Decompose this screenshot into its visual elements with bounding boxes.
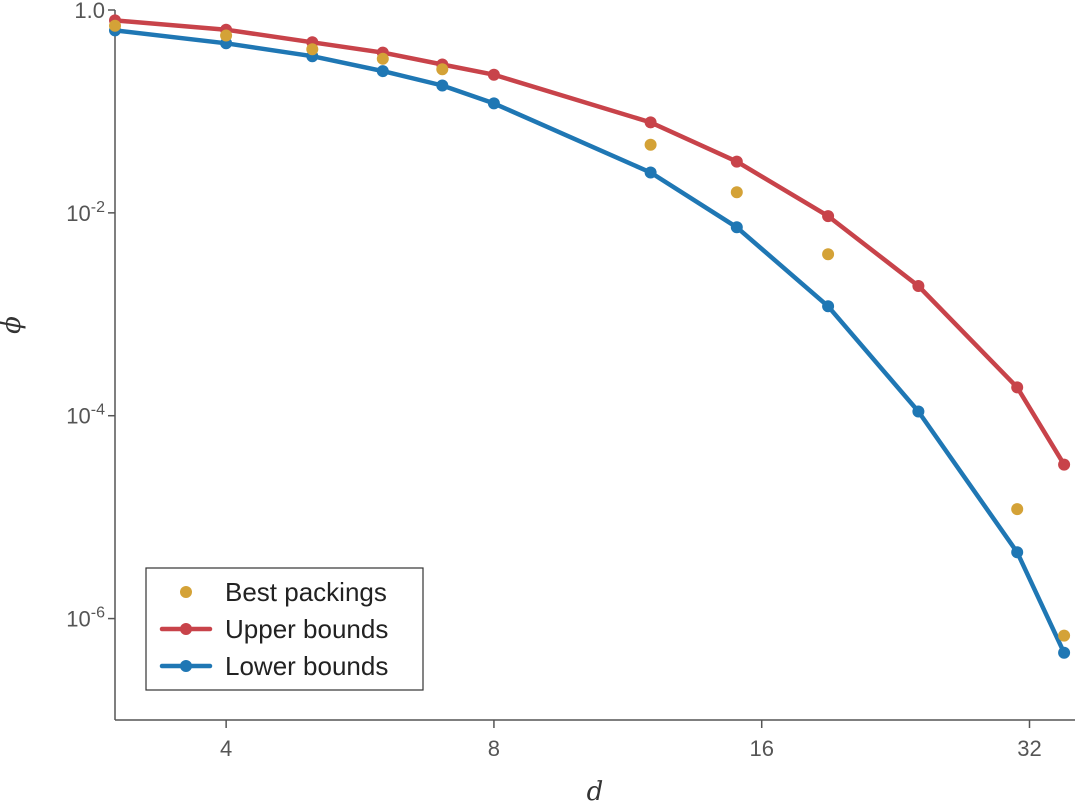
data-point-best-packings — [376, 52, 389, 65]
x-tick-label: 16 — [749, 736, 773, 761]
data-point-best-packings — [1011, 503, 1024, 516]
y-tick-label: 1.0 — [74, 0, 105, 23]
series-layer — [109, 14, 1071, 659]
legend-label-upper-bounds: Upper bounds — [225, 614, 388, 644]
y-tick-exponent: -6 — [91, 605, 105, 622]
series-upper-bounds — [109, 14, 1071, 471]
data-point-best-packings — [822, 248, 835, 261]
x-tick-label: 4 — [220, 736, 232, 761]
data-point-best-packings — [306, 43, 319, 56]
series-line-lower-bounds — [112, 28, 1067, 656]
data-point-lower-bounds — [730, 221, 743, 234]
data-point-upper-bounds — [912, 280, 925, 292]
y-tick-base: 10 — [66, 201, 90, 226]
y-axis-label: ϕ — [0, 316, 27, 334]
data-point-upper-bounds — [822, 210, 835, 223]
data-point-lower-bounds — [436, 79, 449, 92]
data-point-upper-bounds — [644, 116, 657, 129]
data-point-best-packings — [436, 63, 449, 76]
x-tick-label: 8 — [488, 736, 500, 761]
y-tick-base: 10 — [66, 404, 90, 429]
data-point-lower-bounds — [487, 97, 500, 110]
legend-marker-upper-bounds — [180, 623, 192, 635]
y-tick-label: 10-4 — [66, 402, 105, 429]
data-point-upper-bounds — [730, 155, 743, 168]
y-tick-label: 10-6 — [66, 605, 105, 632]
series-lower-bounds — [109, 24, 1071, 659]
data-point-lower-bounds — [376, 65, 389, 78]
legend-label-best-packings: Best packings — [225, 577, 387, 607]
data-point-lower-bounds — [822, 300, 835, 313]
data-point-lower-bounds — [1058, 646, 1071, 659]
data-point-best-packings — [109, 19, 121, 32]
legend-label-lower-bounds: Lower bounds — [225, 651, 388, 681]
data-point-upper-bounds — [1058, 458, 1071, 471]
x-axis-label: d — [587, 777, 604, 804]
data-point-best-packings — [730, 186, 743, 199]
series-line-upper-bounds — [112, 18, 1067, 467]
data-point-best-packings — [1058, 629, 1071, 642]
data-point-lower-bounds — [1011, 546, 1024, 559]
y-tick-label: 10-2 — [66, 199, 105, 226]
legend-marker-lower-bounds — [180, 660, 192, 672]
legend: Best packings Upper bounds Lower bounds — [145, 567, 424, 691]
data-point-upper-bounds — [487, 68, 500, 81]
y-tick-exponent: -4 — [91, 402, 105, 419]
series-best-packings — [109, 19, 1071, 642]
data-point-lower-bounds — [644, 166, 657, 179]
axes: 4 8 16 321.010-210-410-6 — [66, 0, 1075, 761]
legend-marker-best-packings — [180, 586, 192, 598]
data-point-lower-bounds — [912, 405, 925, 418]
x-tick-label: 32 — [1017, 736, 1041, 761]
data-point-upper-bounds — [1011, 381, 1024, 394]
y-tick-base: 10 — [66, 607, 90, 632]
y-tick-exponent: -2 — [91, 199, 105, 216]
data-point-best-packings — [220, 29, 233, 42]
data-point-best-packings — [644, 138, 657, 151]
